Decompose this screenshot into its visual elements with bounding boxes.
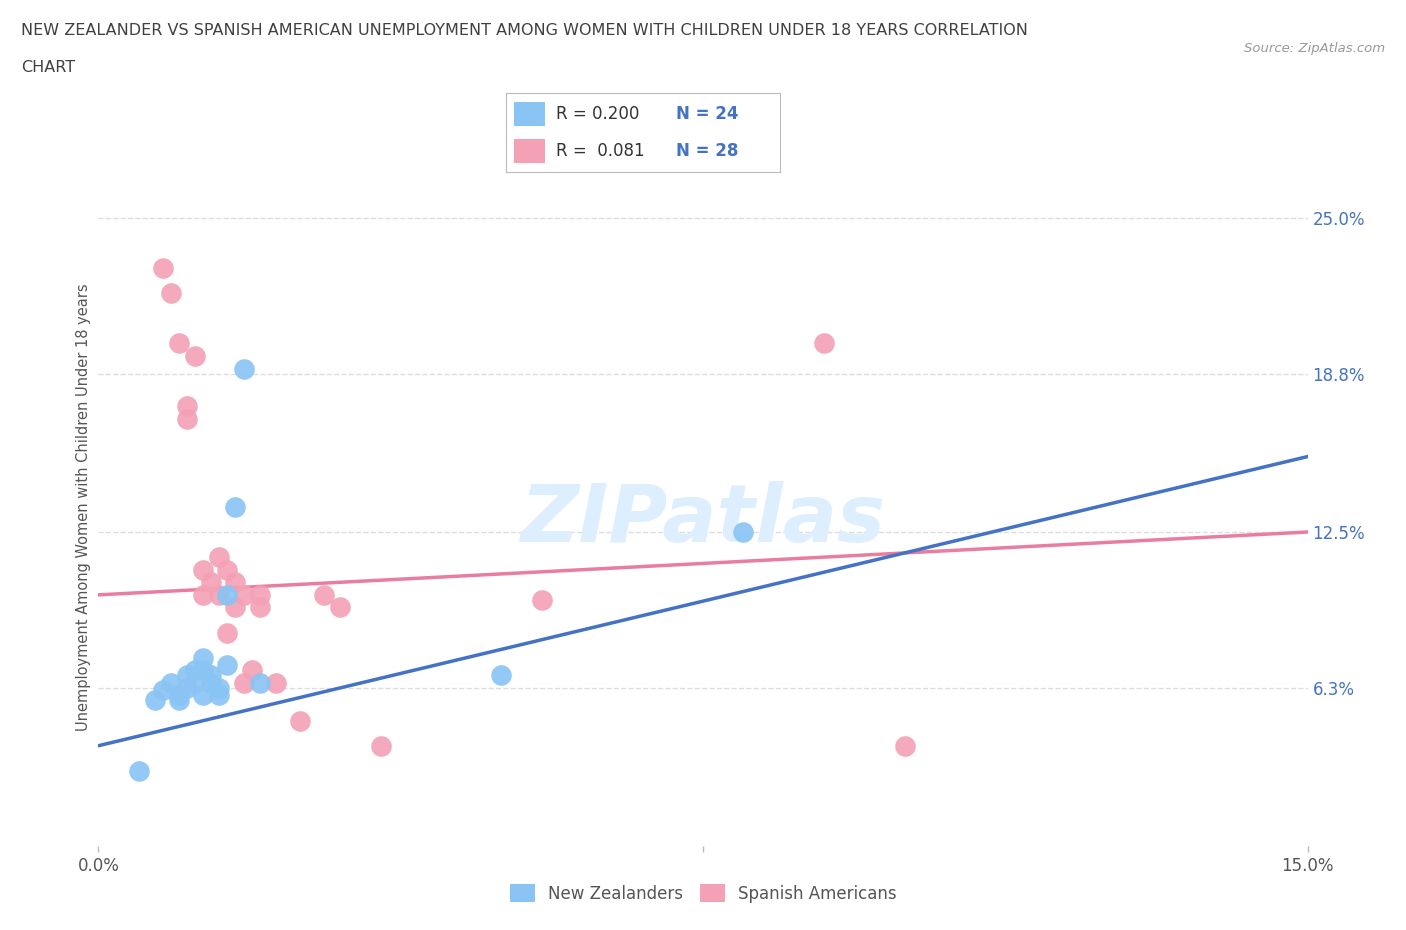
Point — [217, 625, 239, 640]
Point — [249, 675, 271, 690]
Point — [217, 588, 239, 603]
Point — [193, 688, 215, 703]
Point — [152, 683, 174, 698]
Bar — [515, 102, 544, 126]
Point — [288, 713, 311, 728]
Point — [370, 738, 392, 753]
Point — [160, 286, 183, 300]
Point — [143, 693, 166, 708]
Text: R = 0.200: R = 0.200 — [555, 105, 638, 124]
Point — [249, 588, 271, 603]
Point — [200, 668, 222, 683]
Point — [224, 600, 246, 615]
Text: NEW ZEALANDER VS SPANISH AMERICAN UNEMPLOYMENT AMONG WOMEN WITH CHILDREN UNDER 1: NEW ZEALANDER VS SPANISH AMERICAN UNEMPL… — [21, 23, 1028, 38]
Point — [176, 399, 198, 414]
Point — [217, 658, 239, 672]
Point — [232, 361, 254, 376]
Point — [193, 663, 215, 678]
Point — [200, 575, 222, 590]
Point — [184, 675, 207, 690]
Point — [893, 738, 915, 753]
Point — [193, 588, 215, 603]
Point — [208, 588, 231, 603]
Point — [176, 681, 198, 696]
Point — [193, 650, 215, 665]
Point — [232, 588, 254, 603]
Point — [217, 563, 239, 578]
Legend: New Zealanders, Spanish Americans: New Zealanders, Spanish Americans — [503, 878, 903, 910]
Point — [128, 764, 150, 778]
Text: R =  0.081: R = 0.081 — [555, 141, 644, 160]
Point — [167, 693, 190, 708]
Point — [176, 411, 198, 426]
Point — [240, 663, 263, 678]
Text: ZIPatlas: ZIPatlas — [520, 482, 886, 560]
Y-axis label: Unemployment Among Women with Children Under 18 years: Unemployment Among Women with Children U… — [76, 283, 91, 731]
Bar — [515, 139, 544, 163]
Point — [530, 592, 553, 607]
Text: N = 28: N = 28 — [676, 141, 738, 160]
Point — [167, 336, 190, 351]
Point — [249, 600, 271, 615]
Point — [200, 675, 222, 690]
Point — [184, 349, 207, 364]
Point — [314, 588, 336, 603]
Point — [184, 663, 207, 678]
Point — [329, 600, 352, 615]
Point — [152, 260, 174, 275]
Text: Source: ZipAtlas.com: Source: ZipAtlas.com — [1244, 42, 1385, 55]
Point — [232, 675, 254, 690]
Point — [491, 668, 513, 683]
Point — [208, 550, 231, 565]
Text: N = 24: N = 24 — [676, 105, 738, 124]
Point — [208, 681, 231, 696]
Point — [193, 563, 215, 578]
Point — [208, 688, 231, 703]
Text: CHART: CHART — [21, 60, 75, 75]
Point — [733, 525, 755, 539]
Point — [224, 499, 246, 514]
Point — [264, 675, 287, 690]
Point — [176, 668, 198, 683]
Point — [813, 336, 835, 351]
Point — [160, 675, 183, 690]
Point — [167, 688, 190, 703]
Point — [224, 575, 246, 590]
